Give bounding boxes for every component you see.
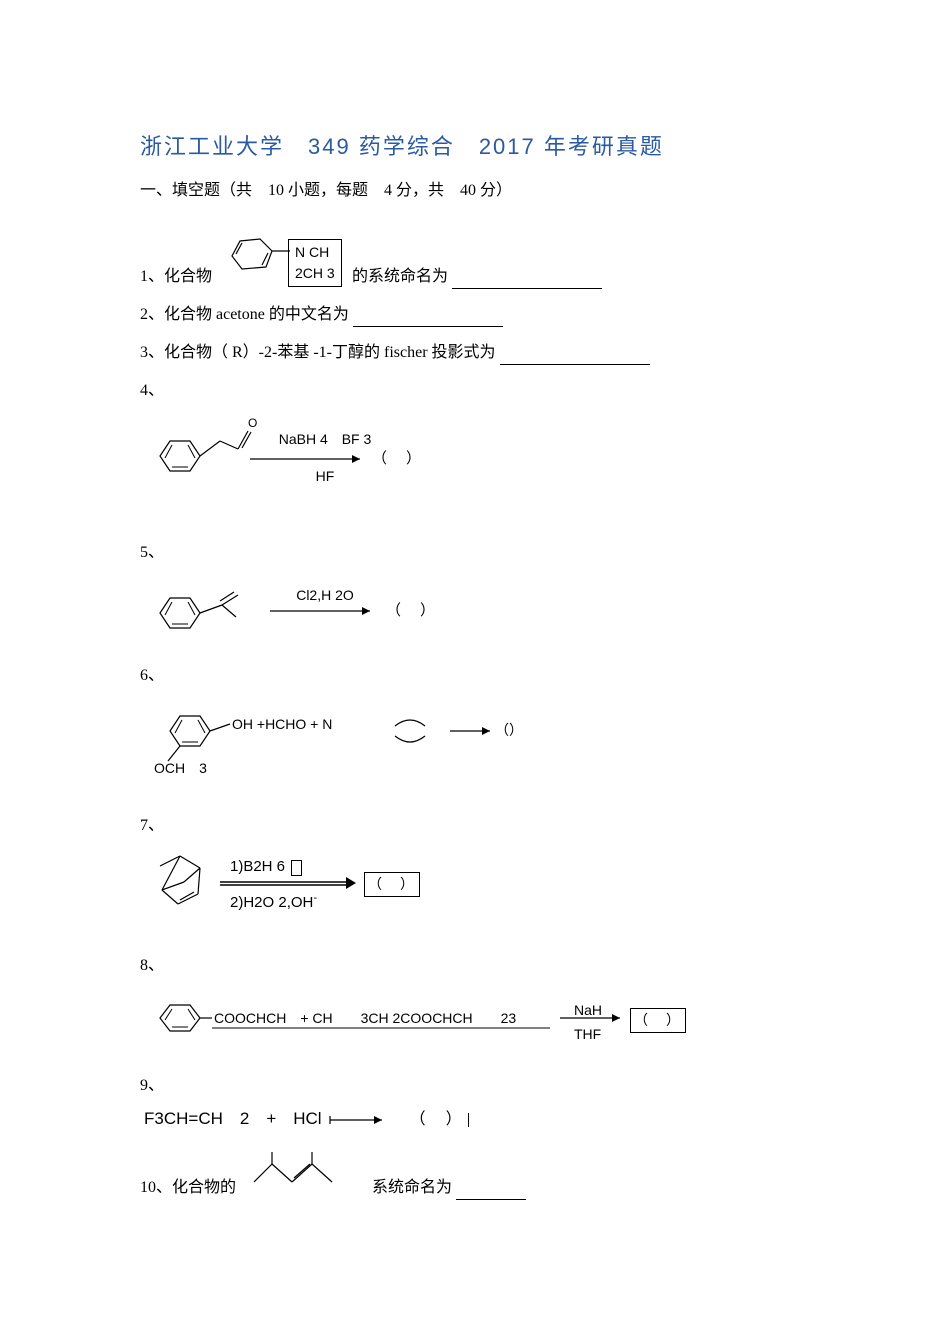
q6-diagram: （） (150, 696, 570, 786)
section-heading: 一、填空题（共 10 小题，每题 4 分，共 40 分） (140, 179, 805, 203)
q10-prefix: 10、化合物的 (140, 1176, 236, 1200)
q8-product: （ ） (630, 1008, 686, 1033)
q9-product: （ ） (410, 1111, 464, 1128)
question-1: 1、化合物 N CH 2CH 3 的系统命名为 (140, 221, 805, 289)
q10-blank (456, 1184, 526, 1200)
q10-suffix: 系统命名为 (372, 1176, 452, 1200)
q1-suffix: 的系统命名为 (352, 265, 448, 289)
question-9: 9、 F3CH=CH 2 + HCl （ ） (140, 1074, 805, 1132)
q6-num: 6、 (140, 664, 805, 688)
question-3: 3、化合物（ R）-2-苯基 -1-丁醇的 fischer 投影式为 (140, 341, 805, 365)
question-4: 4、 O （ ） NaBH 4 BF 3 HF (140, 379, 805, 557)
q5-num: 5、 (140, 541, 805, 565)
q8-num: 8、 (140, 954, 805, 978)
q4-reagent-top: NaBH 4 BF 3 (265, 429, 385, 450)
q6-text1: OH +HCHO + N (232, 714, 332, 735)
q1-blank (452, 273, 602, 289)
question-10: 10、化合物的 系统命名为 (140, 1152, 805, 1200)
question-6: 6、 （） OH +HCHO + N OCH 3 (140, 664, 805, 794)
q8-eq: COOCHCH + CH 3CH 2COOCHCH 23 (214, 1008, 516, 1029)
q9-num: 9、 (140, 1074, 805, 1098)
q7-step2: 2)H2O 2,OH (230, 894, 313, 911)
q1-label-box: N CH 2CH 3 (288, 239, 342, 287)
q10-structure (244, 1152, 364, 1192)
q8-reagent-top: NaH (574, 1000, 602, 1021)
q3-blank (500, 349, 650, 365)
question-7: 7、 1)B2H 6 2)H2O 2,OH- （ ） (140, 814, 805, 934)
svg-text:（ ）: （ ） (386, 602, 437, 619)
q5-diagram: （ ） (150, 573, 470, 643)
q7-product: （ ） (364, 872, 420, 897)
q5-reagent: Cl2,H 2O (280, 585, 370, 606)
svg-text:（）: （） (495, 722, 523, 738)
q7-diagram (150, 846, 490, 926)
q9-equation: F3CH=CH 2 + HCl (144, 1109, 322, 1128)
q8-reagent-bottom: THF (574, 1024, 601, 1045)
q4-num: 4、 (140, 379, 805, 403)
q1-prefix: 1、化合物 (140, 265, 212, 289)
q2-blank (353, 311, 503, 327)
document-title: 浙江工业大学 349 药学综合 2017 年考研真题 (140, 130, 805, 163)
q4-reagent-bottom: HF (265, 466, 385, 487)
q9-arrow (326, 1110, 406, 1130)
question-5: 5、 （ ） Cl2,H 2O (140, 541, 805, 672)
q3-text: 3、化合物（ R）-2-苯基 -1-丁醇的 fischer 投影式为 (140, 341, 496, 365)
question-8: 8、 COOCHCH + CH 3CH 2COOCHCH 23 NaH THF … (140, 954, 805, 1054)
svg-text:O: O (248, 416, 257, 430)
q6-och3: OCH 3 (154, 758, 207, 779)
q7-step1: 1)B2H 6 (230, 858, 285, 875)
q2-text: 2、化合物 acetone 的中文名为 (140, 303, 349, 327)
question-2: 2、化合物 acetone 的中文名为 (140, 303, 805, 327)
q7-num: 7、 (140, 814, 805, 838)
